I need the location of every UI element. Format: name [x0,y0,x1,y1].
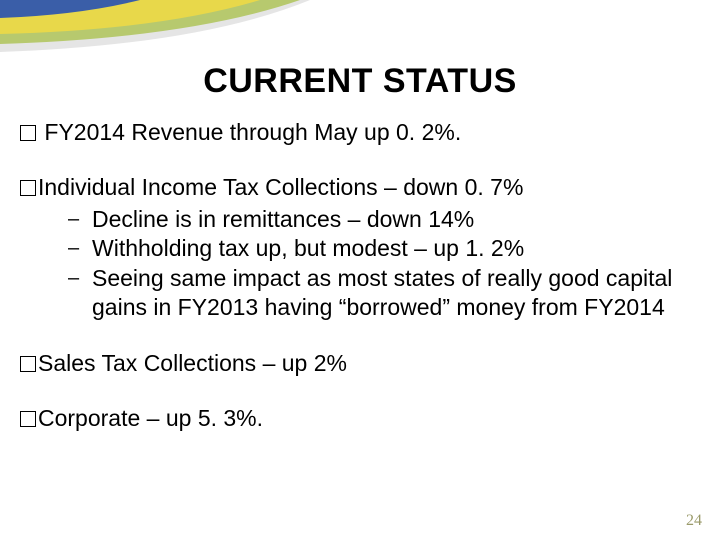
sub-bullet-withholding: – Withholding tax up, but modest – up 1.… [68,234,700,263]
dash-icon: – [68,205,92,233]
sub-bullet-text: Decline is in remittances – down 14% [92,205,700,234]
bullet-corporate: Corporate – up 5. 3%. [20,404,700,433]
dash-icon: – [68,234,92,262]
checkbox-icon [20,180,36,196]
bullet-text: Individual Income Tax Collections – down… [38,174,523,200]
checkbox-icon [20,356,36,372]
sub-bullet-capital-gains: – Seeing same impact as most states of r… [68,264,700,323]
checkbox-icon [20,125,36,141]
sub-bullet-text: Seeing same impact as most states of rea… [92,264,700,323]
bullet-sales-tax: Sales Tax Collections – up 2% [20,349,700,378]
sub-bullet-decline: – Decline is in remittances – down 14% [68,205,700,234]
page-number: 24 [686,512,702,530]
dash-icon: – [68,264,92,292]
sub-bullet-list: – Decline is in remittances – down 14% –… [68,205,700,323]
checkbox-icon [20,411,36,427]
decorative-banner [0,0,720,60]
sub-bullet-text: Withholding tax up, but modest – up 1. 2… [92,234,700,263]
bullet-text: Corporate – up 5. 3%. [38,405,263,431]
bullet-text: Sales Tax Collections – up 2% [38,350,347,376]
bullet-fy2014-revenue: FY2014 Revenue through May up 0. 2%. [20,118,700,147]
slide-title: CURRENT STATUS [0,62,720,101]
bullet-individual-income: Individual Income Tax Collections – down… [20,173,700,322]
slide-content: FY2014 Revenue through May up 0. 2%. Ind… [20,118,700,460]
bullet-text: FY2014 Revenue through May up 0. 2%. [44,119,461,145]
